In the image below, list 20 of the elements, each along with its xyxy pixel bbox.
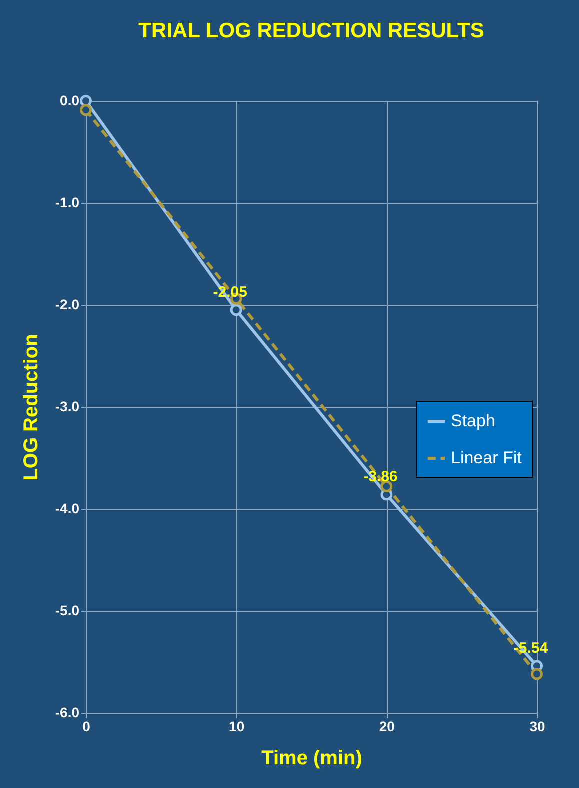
y-tick-label: -2.0 [55,296,80,312]
y-tick-label: 0.0 [60,92,80,108]
point [80,104,92,116]
x-tick-label: 20 [379,718,396,734]
y-tick-label: -4.0 [55,500,80,516]
y-tick-label: -6.0 [55,704,80,720]
y-tick-label: -5.0 [55,602,80,618]
y-tick-label: -3.0 [55,398,80,414]
x-tick-label: 0 [82,718,91,734]
y-axis-title: LOG Reduction [20,334,42,481]
legend-label: Staph [451,412,496,430]
point [531,668,543,680]
y-tick-label: -1.0 [55,194,80,210]
x-tick-label: 30 [530,718,546,734]
x-tick-label: 10 [229,718,245,734]
point [80,95,92,107]
legend-label: Linear Fit [451,448,522,468]
point [230,304,242,316]
x-axis-title: Time (min) [262,748,362,770]
chart-title: TRIAL LOG REDUCTION RESULTS [138,19,484,42]
